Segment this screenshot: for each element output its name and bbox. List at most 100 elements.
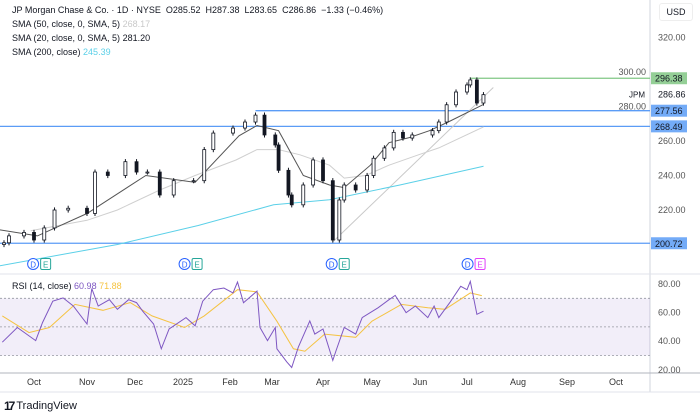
candle bbox=[191, 178, 196, 184]
dividend-icon bbox=[27, 258, 40, 270]
candle-body bbox=[123, 161, 128, 176]
price-tick-label: 260.00 bbox=[658, 136, 686, 146]
candle-body bbox=[276, 144, 281, 171]
candle bbox=[410, 132, 415, 141]
candle bbox=[145, 169, 150, 175]
change-value: −1.33 (−0.46%) bbox=[321, 5, 384, 15]
dividend-icon bbox=[178, 258, 191, 270]
candle bbox=[474, 77, 479, 106]
earnings-label: E bbox=[477, 261, 482, 270]
candle bbox=[371, 155, 376, 179]
rsi-ma-value: 71.88 bbox=[99, 281, 122, 291]
price-tick-label: 320.00 bbox=[658, 33, 686, 43]
time-tick-label: Aug bbox=[510, 377, 526, 387]
candle bbox=[134, 159, 139, 175]
candle bbox=[253, 112, 258, 125]
dividend-label: D bbox=[182, 261, 188, 270]
sma20-line bbox=[0, 103, 484, 237]
high-value: H287.38 bbox=[205, 5, 240, 15]
candle bbox=[342, 182, 347, 203]
currency-button[interactable]: USD bbox=[659, 3, 693, 21]
candle bbox=[321, 157, 325, 184]
earnings-icon bbox=[338, 258, 350, 270]
earnings-icon bbox=[191, 258, 203, 270]
candle bbox=[301, 182, 306, 208]
candle-body bbox=[289, 194, 294, 206]
earnings-icon bbox=[474, 258, 486, 270]
candle bbox=[401, 129, 405, 141]
candle-body bbox=[93, 171, 97, 214]
earnings-label: E bbox=[43, 261, 48, 270]
candle-body bbox=[391, 131, 396, 149]
time-tick-label: Mar bbox=[264, 377, 280, 387]
time-tick-label: Oct bbox=[609, 377, 624, 387]
level-price-label: 200.72 bbox=[655, 239, 683, 249]
candle-body bbox=[105, 171, 110, 176]
dividend-icon bbox=[325, 258, 338, 270]
candle bbox=[436, 119, 441, 134]
brand-name: TradingView bbox=[16, 400, 77, 412]
candle bbox=[22, 229, 26, 239]
time-tick-label: 2025 bbox=[173, 377, 193, 387]
candle bbox=[330, 178, 335, 243]
candle bbox=[231, 125, 235, 136]
price-tick-label: 220.00 bbox=[658, 205, 686, 215]
candle-body bbox=[465, 84, 469, 93]
level-price-label: 296.38 bbox=[655, 74, 683, 84]
candle bbox=[202, 147, 207, 184]
candle bbox=[171, 178, 176, 198]
sma50-value: 268.17 bbox=[122, 19, 151, 29]
rsi-legend[interactable]: RSI (14, close) 60.98 71.88 bbox=[12, 281, 122, 291]
candle-body bbox=[253, 114, 258, 123]
sma20-value: 281.20 bbox=[122, 33, 151, 43]
rsi-tick-label: 40.00 bbox=[658, 336, 681, 346]
sma20-legend[interactable]: SMA (20, close, 0, SMA, 5) 281.20 bbox=[12, 33, 150, 43]
candle-body bbox=[262, 114, 267, 136]
sma200-legend[interactable]: SMA (200, close) 245.39 bbox=[12, 47, 111, 57]
candle bbox=[430, 128, 435, 138]
candle bbox=[289, 192, 294, 208]
symbol-legend: JP Morgan Chase & Co. · 1D · NYSE O285.5… bbox=[12, 5, 383, 15]
candle-body bbox=[353, 184, 358, 191]
rsi-label: RSI (14, close) bbox=[12, 281, 72, 291]
earnings-icon bbox=[40, 258, 52, 270]
sma200-line bbox=[0, 165, 484, 267]
candle-body bbox=[273, 134, 278, 146]
price-tick-label: 300.00 bbox=[618, 67, 646, 77]
candle bbox=[2, 240, 6, 248]
sma50-label: SMA (50, close, 0, SMA, 5) bbox=[12, 19, 121, 29]
low-value: L283.65 bbox=[244, 5, 278, 15]
candle-body bbox=[231, 127, 235, 134]
price-tick-label: 240.00 bbox=[658, 171, 686, 181]
candle bbox=[454, 89, 458, 108]
tradingview-logo-icon: 17 bbox=[4, 399, 15, 413]
level-price-tag bbox=[651, 104, 687, 117]
candle bbox=[391, 129, 396, 151]
sma50-legend[interactable]: SMA (50, close, 0, SMA, 5) 268.17 bbox=[12, 19, 150, 29]
candle bbox=[286, 167, 291, 198]
candle-body bbox=[365, 175, 370, 191]
candle bbox=[465, 82, 469, 95]
candle-body bbox=[32, 232, 36, 241]
candle bbox=[105, 169, 110, 179]
sma50-line bbox=[30, 126, 484, 232]
candle bbox=[7, 233, 11, 246]
time-tick-label: Jul bbox=[461, 377, 473, 387]
candle-body bbox=[211, 132, 216, 151]
sma200-value: 245.39 bbox=[83, 47, 111, 57]
time-tick-label: May bbox=[363, 377, 381, 387]
candle bbox=[32, 229, 36, 243]
symbol-name: JP Morgan Chase & Co. · 1D · NYSE bbox=[12, 5, 161, 15]
candle-body bbox=[474, 79, 479, 104]
candle-body bbox=[66, 207, 71, 211]
tradingview-logo[interactable]: 17 TradingView bbox=[4, 399, 77, 413]
candle-body bbox=[321, 159, 325, 182]
candle bbox=[243, 119, 247, 131]
candle bbox=[273, 132, 278, 148]
candle-body bbox=[42, 227, 47, 241]
level-price-tag bbox=[651, 237, 687, 250]
dividend-icon bbox=[461, 258, 474, 270]
